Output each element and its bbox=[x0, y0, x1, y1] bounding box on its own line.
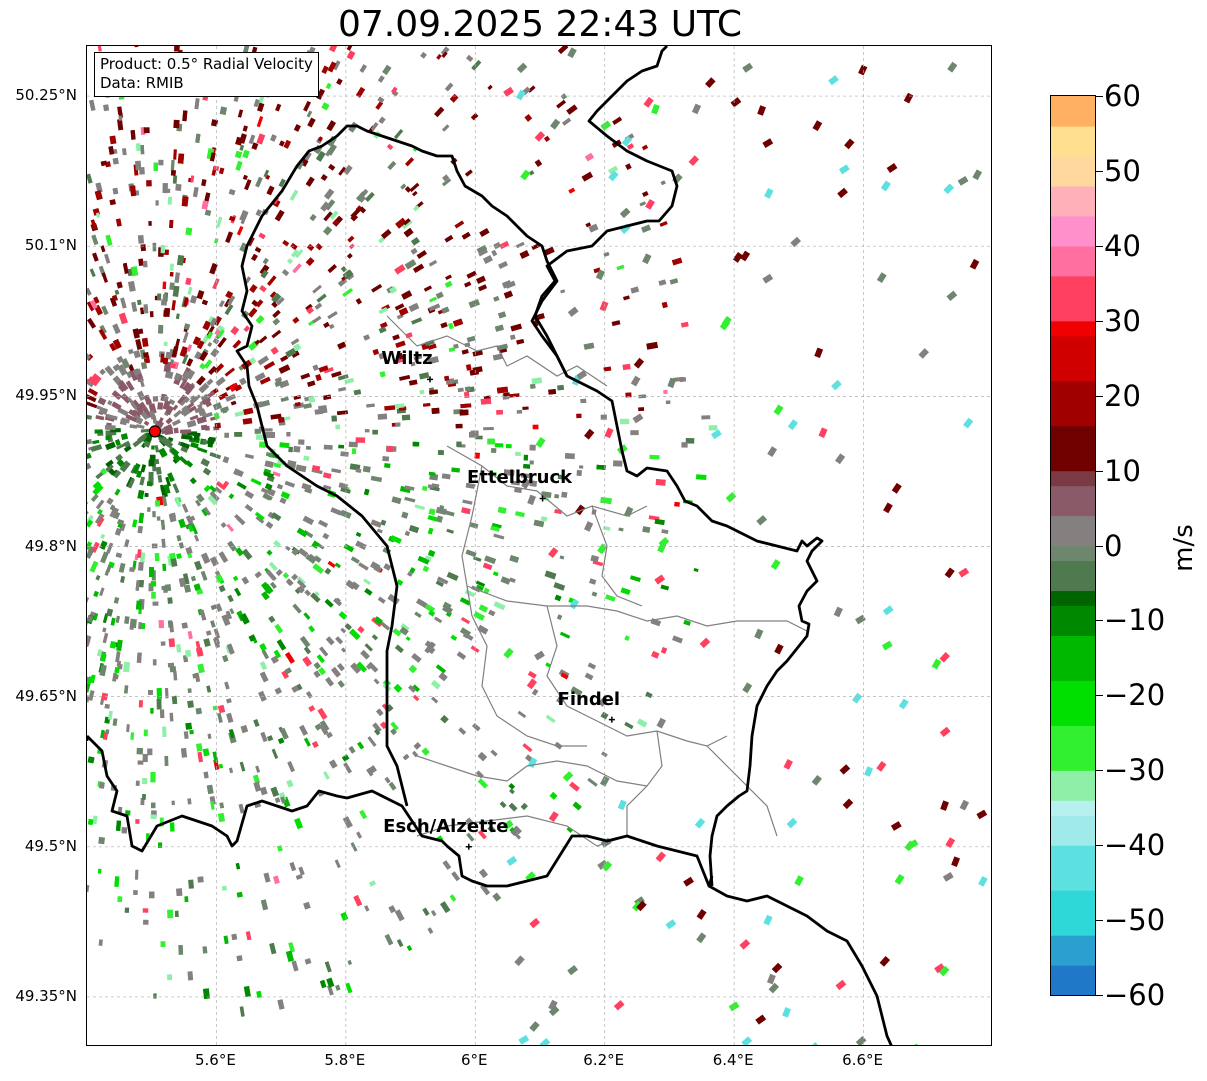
colorbar-tick-label: 0 bbox=[1104, 528, 1123, 563]
product-label: Product: 0.5° Radial Velocity bbox=[100, 55, 313, 73]
data-source-label: Data: RMIB bbox=[100, 74, 184, 92]
colorbar-tick-label: −40 bbox=[1104, 828, 1166, 863]
velocity-echoes bbox=[87, 46, 988, 1045]
city-label: Ettelbruck bbox=[467, 467, 573, 489]
colorbar-tick-mark bbox=[1096, 170, 1103, 172]
product-info-box: Product: 0.5° Radial Velocity Data: RMIB bbox=[94, 52, 319, 97]
latitude-label: 49.8°N bbox=[24, 536, 77, 555]
latitude-label: 49.95°N bbox=[15, 386, 77, 405]
canton-boundaries bbox=[386, 315, 808, 847]
radar-site-marker[interactable] bbox=[148, 425, 162, 438]
latitude-label: 49.35°N bbox=[15, 986, 77, 1005]
city-label: Wiltz bbox=[381, 348, 433, 370]
city-label: Findel bbox=[557, 688, 621, 710]
city-marker bbox=[426, 376, 433, 383]
radar-map[interactable] bbox=[86, 45, 992, 1046]
colorbar-tick-label: 30 bbox=[1104, 303, 1141, 338]
city-marker bbox=[608, 716, 615, 723]
colorbar-tick-label: −50 bbox=[1104, 903, 1166, 938]
city-marker bbox=[539, 495, 546, 502]
latitude-label: 49.5°N bbox=[24, 836, 77, 855]
colorbar-tick-mark bbox=[1096, 920, 1103, 922]
latitude-label: 50.25°N bbox=[15, 86, 77, 105]
map-canvas bbox=[87, 46, 991, 1045]
colorbar-tick-mark bbox=[1096, 770, 1103, 772]
colorbar-tick-mark bbox=[1096, 695, 1103, 697]
longitude-label: 6.6°E bbox=[842, 1051, 883, 1069]
colorbar bbox=[1050, 95, 1096, 996]
national-borders bbox=[87, 46, 893, 1045]
overlays bbox=[148, 376, 615, 850]
longitude-label: 5.8°E bbox=[324, 1051, 366, 1069]
colorbar-tick-label: 10 bbox=[1104, 453, 1141, 488]
colorbar-tick-mark bbox=[1096, 995, 1103, 996]
longitude-label: 6.2°E bbox=[583, 1051, 625, 1069]
colorbar-tick-label: 40 bbox=[1104, 228, 1141, 263]
colorbar-tick-mark bbox=[1096, 96, 1103, 97]
colorbar-tick-label: 60 bbox=[1104, 79, 1141, 113]
colorbar-tick-mark bbox=[1096, 320, 1103, 322]
colorbar-tick-mark bbox=[1096, 245, 1103, 247]
graticule bbox=[87, 46, 991, 1045]
city-marker bbox=[465, 843, 472, 850]
colorbar-gradient bbox=[1051, 96, 1095, 995]
city-label: Esch/Alzette bbox=[383, 815, 509, 837]
map-title: 07.09.2025 22:43 UTC bbox=[337, 4, 743, 45]
colorbar-unit-label: m/s bbox=[1169, 524, 1199, 572]
colorbar-tick-label: 50 bbox=[1104, 153, 1141, 188]
longitude-label: 6.4°E bbox=[712, 1051, 754, 1069]
colorbar-tick-label: −10 bbox=[1104, 603, 1166, 638]
colorbar-tick-label: −60 bbox=[1104, 978, 1166, 1012]
longitude-label: 6°E bbox=[461, 1051, 488, 1069]
colorbar-tick-label: 20 bbox=[1104, 378, 1141, 413]
longitude-label: 5.6°E bbox=[195, 1051, 236, 1069]
colorbar-tick-label: −30 bbox=[1104, 753, 1166, 788]
latitude-label: 49.65°N bbox=[15, 686, 77, 705]
colorbar-tick-mark bbox=[1096, 470, 1103, 472]
colorbar-tick-mark bbox=[1096, 395, 1103, 397]
colorbar-tick-mark bbox=[1096, 845, 1103, 847]
colorbar-tick-mark bbox=[1096, 545, 1103, 547]
latitude-label: 50.1°N bbox=[24, 236, 77, 255]
colorbar-tick-mark bbox=[1096, 620, 1103, 622]
colorbar-tick-label: −20 bbox=[1104, 678, 1166, 713]
